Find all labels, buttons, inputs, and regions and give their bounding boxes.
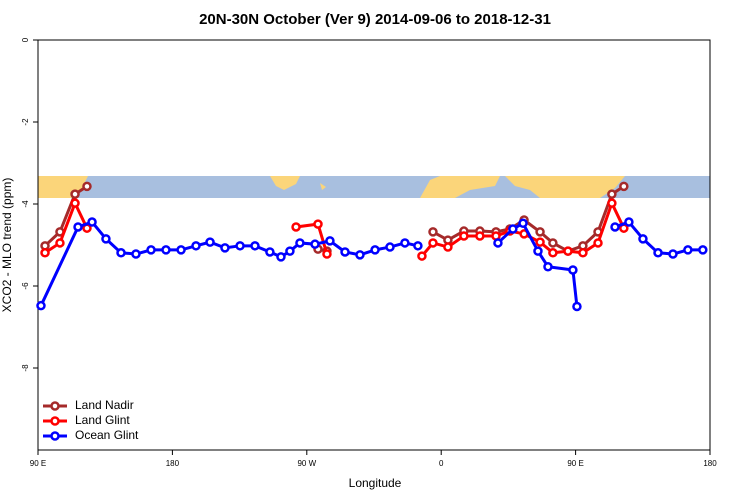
legend-marker — [50, 431, 60, 441]
x-axis-label: Longitude — [349, 476, 402, 490]
point — [668, 249, 678, 259]
y-tick-label: -8 — [21, 364, 30, 372]
point — [265, 247, 275, 257]
legend-label: Ocean Glint — [75, 428, 139, 442]
point — [220, 243, 230, 253]
legend-label: Land Nadir — [75, 398, 134, 412]
point — [176, 245, 186, 255]
point — [101, 234, 111, 244]
point — [638, 234, 648, 244]
y-tick-label: -2 — [21, 118, 30, 126]
point — [428, 227, 438, 237]
point — [285, 246, 295, 256]
point — [295, 238, 305, 248]
y-tick-label: -4 — [21, 200, 30, 208]
point — [568, 265, 578, 275]
point — [385, 242, 395, 252]
point — [548, 248, 558, 258]
point — [533, 246, 543, 256]
y-tick-label: -6 — [21, 282, 30, 290]
point — [161, 245, 171, 255]
point — [205, 237, 215, 247]
x-tick-label: 180 — [703, 459, 717, 468]
point — [313, 219, 323, 229]
point — [653, 248, 663, 258]
point — [355, 250, 365, 260]
series-line — [39, 220, 703, 307]
legend-label: Land Glint — [75, 413, 130, 427]
point — [73, 222, 83, 232]
point — [70, 198, 80, 208]
point — [417, 251, 427, 261]
map-band — [38, 176, 710, 198]
point — [572, 301, 582, 312]
point — [459, 231, 469, 241]
point — [400, 238, 410, 248]
x-tick-label: 90 E — [567, 459, 583, 468]
point — [70, 189, 80, 199]
x-tick-label: 180 — [166, 459, 180, 468]
point — [543, 261, 553, 272]
legend-marker — [50, 416, 60, 426]
plot-frame — [37, 39, 711, 451]
point — [82, 181, 92, 192]
legend-marker — [50, 401, 60, 411]
chart-title: 20N-30N October (Ver 9) 2014-09-06 to 20… — [199, 11, 551, 28]
point — [55, 238, 65, 248]
point — [593, 238, 603, 248]
point — [535, 237, 545, 247]
point — [698, 245, 708, 255]
point — [310, 239, 320, 249]
point — [493, 238, 503, 248]
point — [36, 300, 46, 311]
x-tick-label: 0 — [439, 459, 444, 468]
point — [87, 217, 97, 227]
point — [250, 241, 260, 251]
point — [131, 249, 141, 259]
x-tick-label: 90 E — [30, 459, 46, 468]
point — [40, 248, 50, 258]
point — [370, 245, 380, 255]
point — [619, 181, 629, 192]
point — [624, 217, 634, 227]
point — [322, 249, 332, 259]
point — [610, 222, 620, 232]
point — [518, 218, 528, 229]
point — [276, 252, 286, 262]
point — [443, 242, 453, 252]
point — [291, 222, 301, 232]
point — [235, 241, 245, 251]
point — [508, 224, 518, 234]
point — [683, 245, 693, 255]
point — [607, 198, 617, 208]
point — [191, 241, 201, 251]
point — [475, 231, 485, 241]
point — [146, 245, 156, 255]
point — [563, 246, 573, 256]
point — [428, 238, 438, 248]
point — [325, 236, 335, 246]
point — [535, 227, 545, 237]
y-axis-label: XCO2 - MLO trend (ppm) — [0, 178, 14, 313]
point — [340, 247, 350, 257]
point — [548, 238, 558, 248]
point — [116, 248, 126, 258]
x-tick-label: 90 W — [297, 459, 316, 468]
point — [413, 241, 423, 251]
point — [578, 248, 588, 258]
point — [607, 189, 617, 199]
y-tick-label: 0 — [21, 37, 30, 42]
